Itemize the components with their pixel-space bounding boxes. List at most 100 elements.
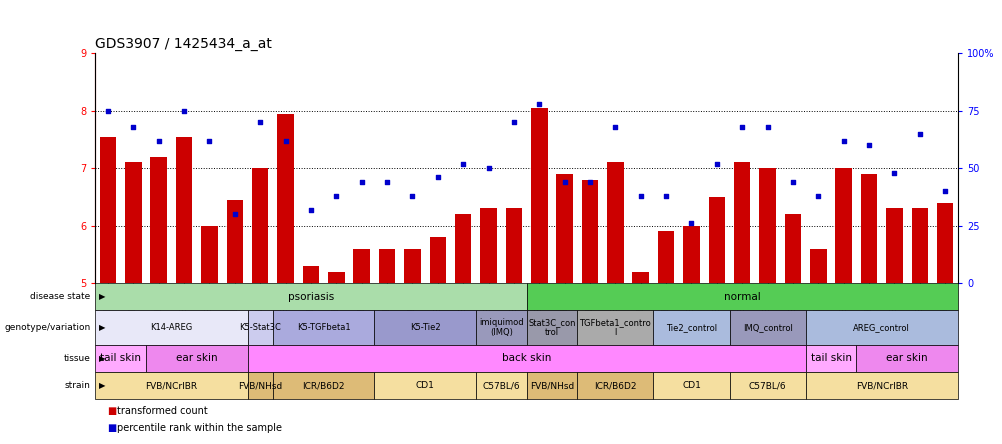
Bar [99, 137, 116, 283]
Text: percentile rank within the sample: percentile rank within the sample [117, 423, 283, 433]
Point [176, 107, 192, 114]
Bar [273, 310, 374, 345]
Point [429, 174, 445, 181]
Text: genotype/variation: genotype/variation [4, 323, 90, 332]
Point [201, 137, 217, 144]
Point [125, 123, 141, 131]
Bar [556, 174, 572, 283]
Text: FVB/NCrIBR: FVB/NCrIBR [145, 381, 197, 390]
Text: TGFbeta1_contro
l: TGFbeta1_contro l [579, 318, 650, 337]
Text: ICR/B6D2: ICR/B6D2 [302, 381, 345, 390]
Bar [526, 372, 577, 399]
Bar [247, 345, 805, 372]
Bar [805, 372, 957, 399]
Bar [328, 272, 345, 283]
Bar [429, 237, 446, 283]
Text: IMQ_control: IMQ_control [741, 323, 792, 332]
Bar [707, 197, 724, 283]
Point [835, 137, 851, 144]
Text: normal: normal [723, 292, 760, 301]
Point [303, 206, 319, 213]
Text: GDS3907 / 1425434_a_at: GDS3907 / 1425434_a_at [95, 37, 272, 51]
Point [480, 165, 496, 172]
Bar [480, 208, 496, 283]
Text: ▶: ▶ [99, 323, 105, 332]
Bar [505, 208, 522, 283]
Bar [353, 249, 370, 283]
Bar [273, 372, 374, 399]
Point [531, 100, 547, 107]
Text: ▶: ▶ [99, 354, 105, 363]
Bar [728, 310, 805, 345]
Text: tail skin: tail skin [810, 353, 851, 364]
Bar [784, 214, 801, 283]
Bar [475, 372, 526, 399]
Bar [856, 345, 957, 372]
Point [936, 187, 952, 194]
Text: C57BL/6: C57BL/6 [748, 381, 786, 390]
Point [708, 160, 724, 167]
Point [632, 192, 648, 199]
Text: strain: strain [64, 381, 90, 390]
Bar [404, 249, 420, 283]
Bar [530, 108, 547, 283]
Bar [379, 249, 395, 283]
Bar [277, 114, 294, 283]
Bar [577, 310, 652, 345]
Bar [581, 180, 597, 283]
Point [607, 123, 623, 131]
Point [581, 178, 597, 186]
Text: ▶: ▶ [99, 292, 105, 301]
Point [810, 192, 826, 199]
Text: Stat3C_con
trol: Stat3C_con trol [528, 318, 575, 337]
Bar [936, 202, 953, 283]
Point [886, 169, 902, 176]
Bar [95, 310, 247, 345]
Text: imiquimod
(IMQ): imiquimod (IMQ) [478, 318, 523, 337]
Bar [374, 310, 475, 345]
Bar [886, 208, 902, 283]
Point [278, 137, 294, 144]
Bar [810, 249, 826, 283]
Bar [632, 272, 648, 283]
Bar [911, 208, 927, 283]
Bar [150, 157, 166, 283]
Bar [247, 310, 273, 345]
Text: K14-AREG: K14-AREG [150, 323, 192, 332]
Bar [805, 345, 856, 372]
Bar [728, 372, 805, 399]
Point [657, 192, 673, 199]
Point [733, 123, 749, 131]
Text: tissue: tissue [63, 354, 90, 363]
Point [354, 178, 370, 186]
Bar [252, 168, 269, 283]
Text: transformed count: transformed count [117, 406, 207, 416]
Point [911, 130, 927, 137]
Point [556, 178, 572, 186]
Text: ICR/B6D2: ICR/B6D2 [593, 381, 636, 390]
Bar [606, 163, 623, 283]
Point [328, 192, 344, 199]
Point [860, 142, 876, 149]
Text: tail skin: tail skin [100, 353, 141, 364]
Bar [95, 345, 146, 372]
Point [100, 107, 116, 114]
Text: psoriasis: psoriasis [288, 292, 334, 301]
Bar [652, 310, 728, 345]
Text: FVB/NHsd: FVB/NHsd [237, 381, 282, 390]
Bar [226, 200, 242, 283]
Text: CD1: CD1 [681, 381, 700, 390]
Text: K5-Stat3C: K5-Stat3C [239, 323, 281, 332]
Point [226, 210, 242, 218]
Bar [733, 163, 749, 283]
Bar [577, 372, 652, 399]
Bar [146, 345, 247, 372]
Bar [455, 214, 471, 283]
Text: K5-Tie2: K5-Tie2 [410, 323, 440, 332]
Text: K5-TGFbeta1: K5-TGFbeta1 [297, 323, 350, 332]
Text: ear skin: ear skin [175, 353, 217, 364]
Bar [95, 372, 247, 399]
Text: disease state: disease state [30, 292, 90, 301]
Text: AREG_control: AREG_control [853, 323, 909, 332]
Text: ▶: ▶ [99, 381, 105, 390]
